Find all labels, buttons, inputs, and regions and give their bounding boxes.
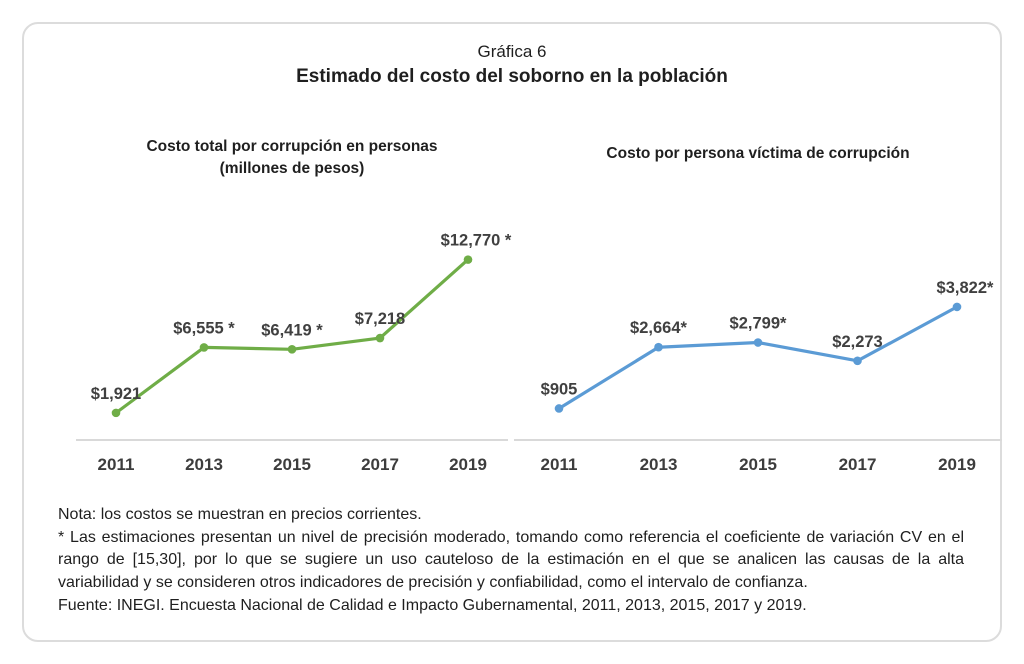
data-point-marker	[853, 356, 862, 365]
data-point-marker	[111, 408, 121, 417]
figure-number: Gráfica 6	[477, 42, 547, 61]
data-point-label: $6,555 *	[173, 319, 235, 337]
x-axis-tick-label: 2011	[541, 455, 578, 474]
data-point-label: $1,921	[91, 385, 141, 403]
left-line-chart: $1,921 2011 $6,555 * 2013 $6,419 * 2015 $7,218…	[76, 231, 512, 474]
footnote-nota: Nota: los costos se muestran en precios …	[58, 505, 422, 523]
x-axis-tick-label: 2013	[640, 455, 678, 474]
left-chart-title-line2: (millones de pesos)	[219, 160, 365, 178]
left-chart-title: Costo total por corrupción en personas (…	[76, 128, 508, 228]
x-axis-tick-label: 2017	[839, 455, 877, 474]
figure-frame: Gráfica 6 Estimado del costo del soborno…	[22, 22, 1002, 642]
x-axis-tick-label: 2011	[98, 455, 135, 474]
data-point-label: $6,419 *	[261, 321, 323, 339]
data-point-marker	[199, 342, 209, 352]
data-point-marker	[463, 255, 473, 264]
charts-row: Costo total por corrupción en personas (…	[76, 128, 1002, 478]
left-chart-title-line1: Costo total por corrupción en personas	[146, 137, 438, 155]
chart-panel-costo-total: Costo total por corrupción en personas (…	[76, 128, 512, 478]
figure-header: Gráfica 6 Estimado del costo del soborno…	[24, 41, 1000, 90]
footnote-asterisco: * Las estimaciones presentan un nivel de…	[58, 528, 964, 591]
data-point-marker	[654, 342, 663, 352]
right-chart-title: Costo por persona víctima de corrupción	[514, 128, 1002, 228]
x-axis-tick-label: 2019	[449, 455, 487, 474]
data-point-label: $905	[541, 380, 578, 398]
x-axis-tick-label: 2015	[739, 455, 777, 474]
data-point-label: $2,273	[832, 333, 882, 351]
right-chart-title-line1: Costo por persona víctima de corrupción	[606, 144, 910, 162]
data-point-marker	[287, 344, 297, 354]
figure-title: Estimado del costo del soborno en la pob…	[296, 66, 728, 88]
data-point-label: $2,799*	[730, 314, 787, 332]
footnote-fuente: Fuente: INEGI. Encuesta Nacional de Cali…	[58, 596, 807, 614]
data-point-label: $3,822*	[937, 279, 994, 297]
data-point-marker	[554, 403, 564, 413]
x-axis-tick-label: 2019	[938, 455, 976, 474]
x-axis-tick-label: 2013	[185, 455, 223, 474]
data-point-marker	[375, 333, 385, 343]
data-point-label: $12,770 *	[441, 231, 512, 249]
x-axis-tick-label: 2017	[361, 455, 399, 474]
data-point-label: $7,218	[355, 310, 405, 328]
x-axis-tick-label: 2015	[273, 455, 311, 474]
right-line-chart: $905 2011 $2,664* 2013 $2,799* 2015 $2,273 2017…	[514, 279, 1002, 474]
chart-panel-costo-persona: Costo por persona víctima de corrupción …	[514, 128, 1002, 478]
data-point-marker	[952, 302, 962, 311]
figure-footnotes: Nota: los costos se muestran en precios …	[58, 504, 964, 618]
data-point-marker	[753, 337, 763, 347]
data-point-label: $2,664*	[630, 319, 687, 337]
